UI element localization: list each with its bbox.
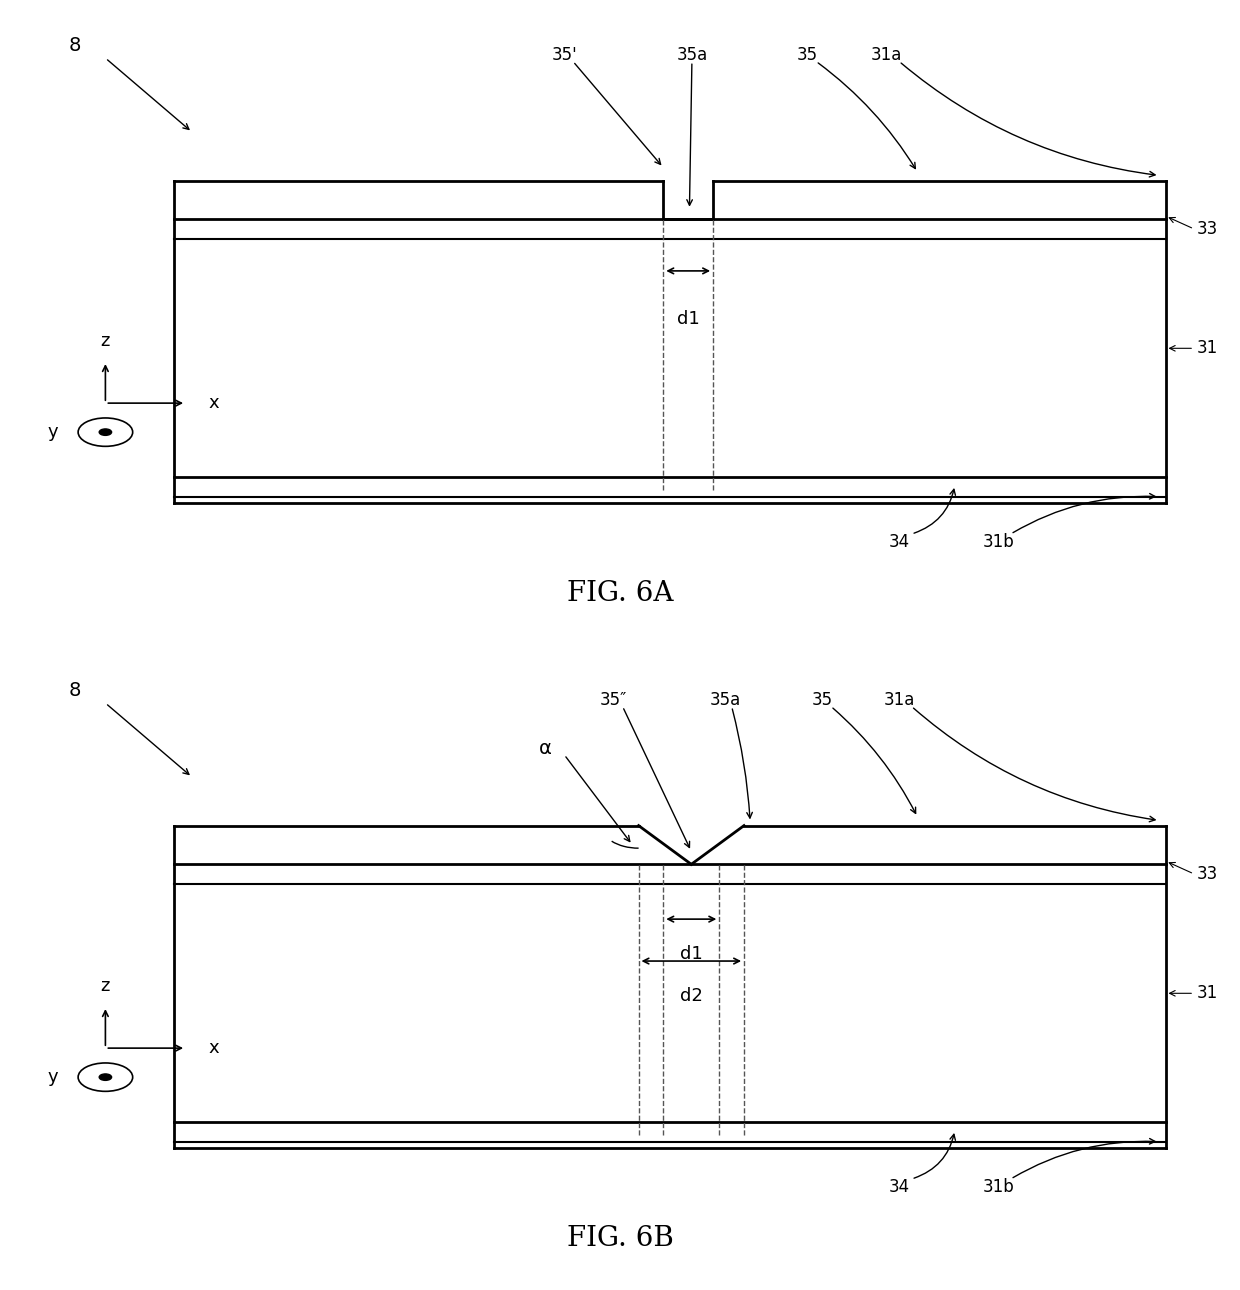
Text: 35a: 35a bbox=[676, 46, 708, 63]
Text: 31: 31 bbox=[1197, 984, 1218, 1002]
Text: 8: 8 bbox=[68, 36, 81, 54]
Text: 33: 33 bbox=[1197, 866, 1218, 882]
Text: 31a: 31a bbox=[883, 691, 915, 708]
Text: 31b: 31b bbox=[982, 533, 1014, 551]
Text: d2: d2 bbox=[680, 987, 703, 1005]
Text: α: α bbox=[539, 739, 552, 757]
Text: FIG. 6B: FIG. 6B bbox=[567, 1226, 673, 1251]
Text: 35: 35 bbox=[796, 46, 818, 63]
Text: 34: 34 bbox=[888, 533, 910, 551]
Text: z: z bbox=[100, 332, 110, 350]
Text: 33: 33 bbox=[1197, 221, 1218, 237]
Text: x: x bbox=[208, 1040, 219, 1057]
Text: FIG. 6A: FIG. 6A bbox=[567, 580, 673, 606]
Text: z: z bbox=[100, 977, 110, 995]
Circle shape bbox=[99, 1073, 112, 1081]
Text: d1: d1 bbox=[680, 944, 703, 962]
Text: y: y bbox=[47, 423, 58, 441]
Text: 31: 31 bbox=[1197, 339, 1218, 357]
Text: y: y bbox=[47, 1068, 58, 1086]
Text: 35: 35 bbox=[811, 691, 833, 708]
Text: 31a: 31a bbox=[870, 46, 903, 63]
Text: 35a: 35a bbox=[709, 691, 742, 708]
Text: 35': 35' bbox=[552, 46, 577, 63]
Text: 8: 8 bbox=[68, 681, 81, 699]
Circle shape bbox=[99, 428, 112, 436]
Text: x: x bbox=[208, 395, 219, 412]
Text: 34: 34 bbox=[888, 1178, 910, 1196]
Text: 31b: 31b bbox=[982, 1178, 1014, 1196]
Text: d1: d1 bbox=[677, 310, 699, 328]
Text: 35″: 35″ bbox=[600, 691, 627, 708]
